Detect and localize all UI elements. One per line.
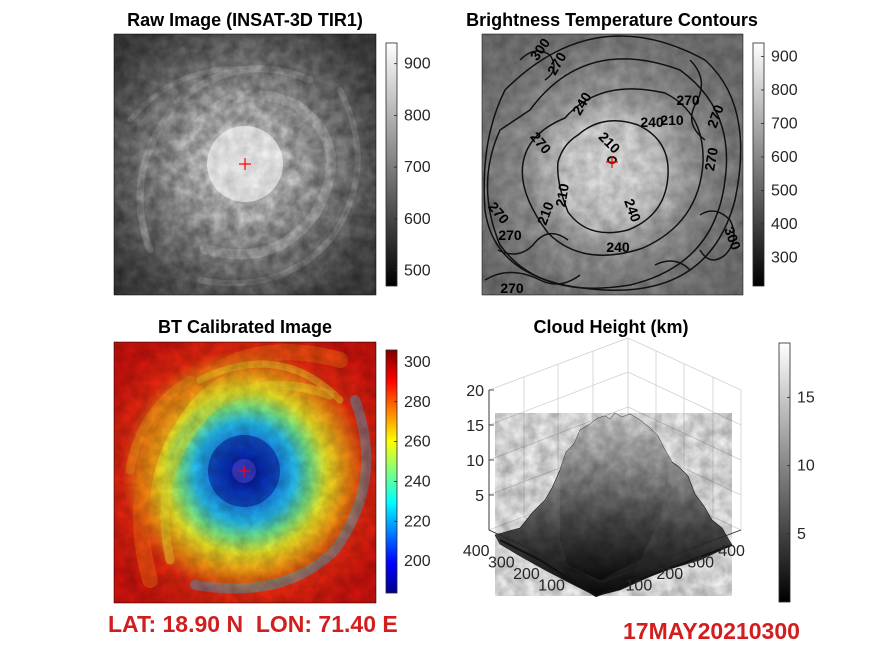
y-tick-label: 200 [513, 566, 540, 583]
x-tick-label: 300 [687, 554, 714, 571]
contour-center-marker [606, 156, 618, 168]
contour-label: 270 [704, 102, 727, 130]
contour-label: 240 [621, 197, 644, 225]
contour-label: 270 [498, 227, 522, 243]
contour-colorbar-ticks: 300 400 500 600 700 800 900 [761, 48, 798, 267]
bt-colorbar-ticks: 200 220 240 260 280 300 [394, 354, 431, 570]
bt-colorbar-tick-label: 280 [404, 394, 431, 411]
contour-label: 270 [701, 146, 721, 172]
z-tick-label: 20 [466, 383, 484, 400]
cloud-height-title: Cloud Height (km) [534, 317, 689, 337]
contour-colorbar-tick-label: 600 [771, 149, 798, 166]
bt-title: BT Calibrated Image [158, 317, 332, 337]
bt-center-marker [238, 465, 250, 477]
datetime-label: 17MAY20210300 [623, 618, 800, 644]
bt-panel: BT Calibrated Image 200 220 240 260 280 300 [113, 317, 431, 604]
bt-colorbar-tick-label: 300 [404, 354, 431, 371]
bt-image [114, 342, 376, 603]
raw-colorbar-tick-label: 500 [404, 262, 431, 279]
contour-colorbar-tick-label: 300 [771, 250, 798, 267]
contour-colorbar-tick-label: 900 [771, 48, 798, 65]
cloud-height-panel: Cloud Height (km) [463, 317, 815, 603]
center-marker [239, 158, 251, 170]
raw-image-panel: Raw Image (INSAT-3D TIR1) 500 600 700 800 90… [113, 10, 431, 296]
contour-colorbar-tick-label: 700 [771, 115, 798, 132]
bt-colorbar-tick-label: 260 [404, 434, 431, 451]
contour-colorbar [752, 42, 765, 287]
bt-colorbar-tick-label: 240 [404, 473, 431, 490]
bt-colorbar [385, 349, 398, 594]
raw-colorbar [385, 42, 398, 287]
contour-label: 270 [676, 92, 700, 108]
raw-colorbar-tick-label: 600 [404, 211, 431, 228]
contour-lines [483, 35, 742, 291]
contour-label: 240 [640, 114, 664, 130]
contour-label: 270 [500, 280, 524, 296]
contour-colorbar-tick-label: 400 [771, 216, 798, 233]
z-tick-label: 10 [466, 453, 484, 470]
raw-image-title: Raw Image (INSAT-3D TIR1) [127, 10, 363, 30]
x-tick-label: 200 [656, 566, 683, 583]
x-tick-label: 100 [626, 577, 653, 594]
raw-colorbar-tick-label: 800 [404, 107, 431, 124]
height-colorbar-tick-label: 5 [797, 526, 806, 543]
y-tick-label: 300 [488, 554, 515, 571]
raw-colorbar-tick-label: 700 [404, 159, 431, 176]
bt-colorbar-tick-label: 200 [404, 553, 431, 570]
location-label: LAT: 18.90 N LON: 71.40 E [108, 611, 398, 637]
y-tick-label: 100 [538, 577, 565, 594]
height-colorbar-tick-label: 15 [797, 390, 815, 407]
contour-colorbar-tick-label: 800 [771, 82, 798, 99]
contour-title: Brightness Temperature Contours [466, 10, 758, 30]
surface-plot [494, 412, 733, 598]
contour-label: 240 [606, 239, 630, 255]
contour-label: 210 [552, 182, 572, 208]
bt-colorbar-tick-label: 220 [404, 513, 431, 530]
z-tick-label: 5 [475, 488, 484, 505]
z-tick-label: 15 [466, 418, 484, 435]
contour-label: 210 [534, 199, 557, 227]
raw-colorbar-ticks: 500 600 700 800 900 [394, 56, 431, 279]
y-tick-label: 400 [463, 543, 490, 560]
contour-panel: Brightness Temperature Contours 300 270 24… [466, 10, 798, 296]
height-colorbar [778, 342, 791, 603]
raw-colorbar-tick-label: 900 [404, 56, 431, 73]
height-colorbar-tick-label: 10 [797, 458, 815, 475]
contour-label: 210 [660, 112, 684, 128]
x-tick-label: 400 [718, 543, 745, 560]
contour-colorbar-tick-label: 500 [771, 182, 798, 199]
contour-image: 3002702402102102402702702702702402102703… [482, 34, 743, 296]
height-colorbar-ticks: 5 10 15 [787, 390, 815, 543]
